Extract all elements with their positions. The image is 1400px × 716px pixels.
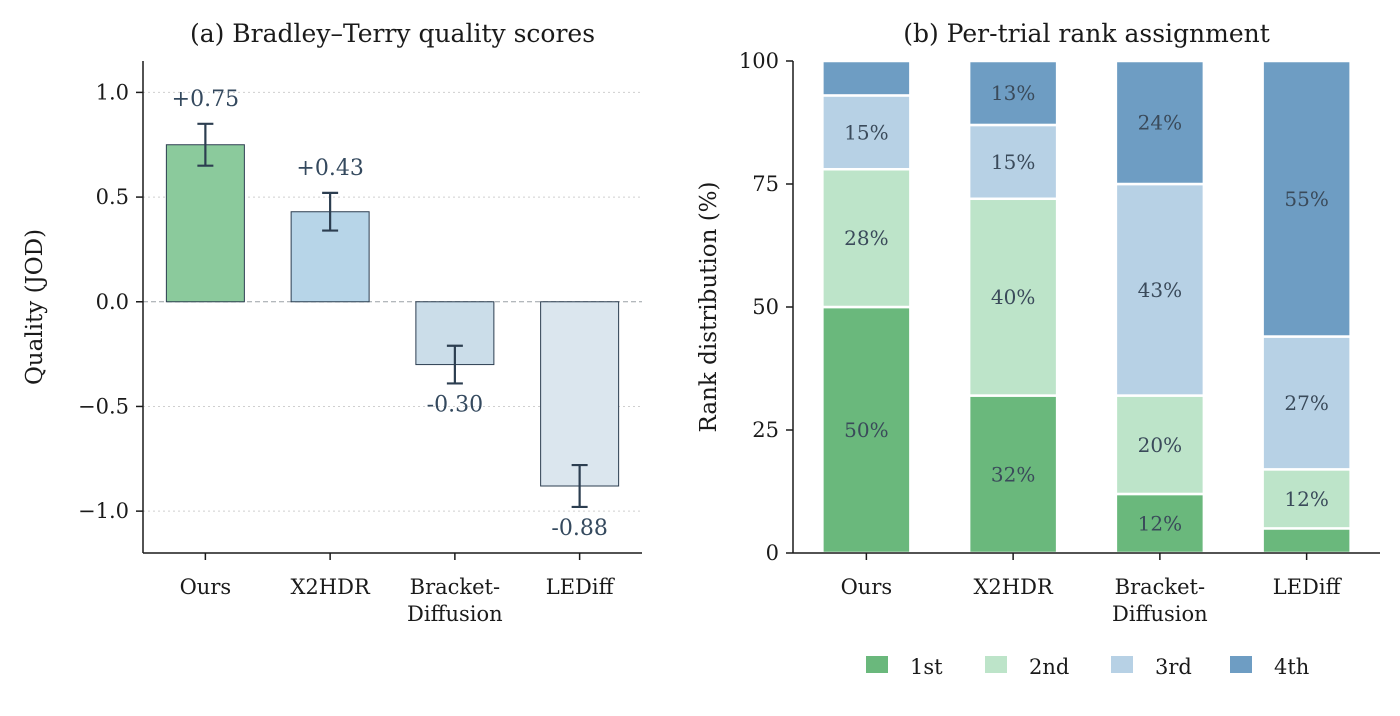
segment-ours-2nd [821, 167, 912, 309]
legend-label-3rd: 3rd [1155, 655, 1192, 679]
legend-swatch-2nd [985, 656, 1007, 673]
x-tick-label: Bracket- [1115, 575, 1205, 599]
value-label: -0.88 [551, 516, 607, 541]
segment-label: 15% [844, 120, 888, 144]
x-tick-label: Diffusion [407, 602, 503, 626]
segment-lediff-2nd [1261, 468, 1352, 530]
legend-swatch-4th [1230, 656, 1252, 673]
legend-label-2nd: 2nd [1029, 655, 1069, 679]
value-label: -0.30 [427, 392, 483, 417]
x-tick-label: X2HDR [290, 575, 370, 599]
y-tick-label: 100 [739, 49, 779, 73]
bar-lediff [540, 301, 620, 487]
panel-a-title: (a) Bradley–Terry quality scores [190, 19, 595, 48]
value-label: +0.75 [172, 87, 239, 112]
y-tick-label: 75 [752, 172, 779, 196]
legend-label-1st: 1st [910, 655, 943, 679]
segment-label: 40% [991, 285, 1035, 309]
segment-label: 13% [991, 81, 1035, 105]
segment-bracket-diffusion-3rd [1114, 182, 1206, 397]
y-tick-label: 0 [766, 541, 779, 565]
segment-label: 24% [1138, 111, 1182, 135]
segment-bracket-diffusion-4th [1114, 59, 1206, 186]
bar-ours [165, 144, 245, 303]
x-tick-label: Ours [841, 575, 893, 599]
panel-b-rank-distribution: (b) Per-trial rank assignment Rank distr… [696, 19, 1380, 679]
y-tick-label: 1.0 [96, 80, 129, 104]
segment-x2hdr-2nd [967, 197, 1059, 397]
panel-a-y-axis-label: Quality (JOD) [22, 229, 48, 385]
segment-lediff-3rd [1261, 335, 1352, 471]
segment-lediff-4th [1261, 59, 1352, 338]
x-tick-label: LEDiff [1273, 575, 1343, 599]
y-tick-label: 0.5 [96, 185, 129, 209]
value-label: +0.43 [296, 156, 363, 181]
x-tick-label: Bracket- [410, 575, 500, 599]
segment-lediff-1st [1261, 527, 1352, 555]
legend-label-4th: 4th [1274, 655, 1309, 679]
y-tick-label: 50 [752, 295, 779, 319]
panel-b-y-axis-label: Rank distribution (%) [696, 181, 722, 432]
y-tick-label: 25 [752, 418, 779, 442]
legend-swatch-1st [866, 656, 888, 673]
y-tick-label: −0.5 [78, 394, 129, 418]
panel-b-title: (b) Per-trial rank assignment [903, 19, 1270, 48]
segment-label: 12% [1284, 487, 1328, 511]
segment-label: 27% [1284, 391, 1328, 415]
segment-label: 12% [1138, 511, 1182, 535]
legend-swatch-3rd [1111, 656, 1133, 673]
segment-label: 43% [1138, 278, 1182, 302]
segment-ours-3rd [821, 94, 912, 171]
panel-b-legend: 1st 2nd 3rd 4th [866, 655, 1309, 679]
segment-label: 32% [991, 462, 1035, 486]
x-tick-label: LEDiff [546, 575, 616, 599]
x-tick-label: X2HDR [973, 575, 1053, 599]
y-tick-label: 0.0 [96, 290, 129, 314]
segment-bracket-diffusion-2nd [1114, 394, 1206, 496]
segment-label: 28% [844, 226, 888, 250]
segment-ours-4th [821, 59, 912, 97]
segment-label: 20% [1138, 433, 1182, 457]
segment-label: 50% [844, 418, 888, 442]
y-tick-label: −1.0 [78, 499, 129, 523]
panel-a-quality-scores: (a) Bradley–Terry quality scores Quality… [22, 19, 642, 626]
x-tick-label: Diffusion [1112, 602, 1208, 626]
segment-x2hdr-3rd [967, 123, 1059, 201]
segment-label: 55% [1284, 187, 1328, 211]
segment-label: 15% [991, 150, 1035, 174]
x-tick-label: Ours [180, 575, 232, 599]
segment-x2hdr-4th [967, 59, 1059, 127]
